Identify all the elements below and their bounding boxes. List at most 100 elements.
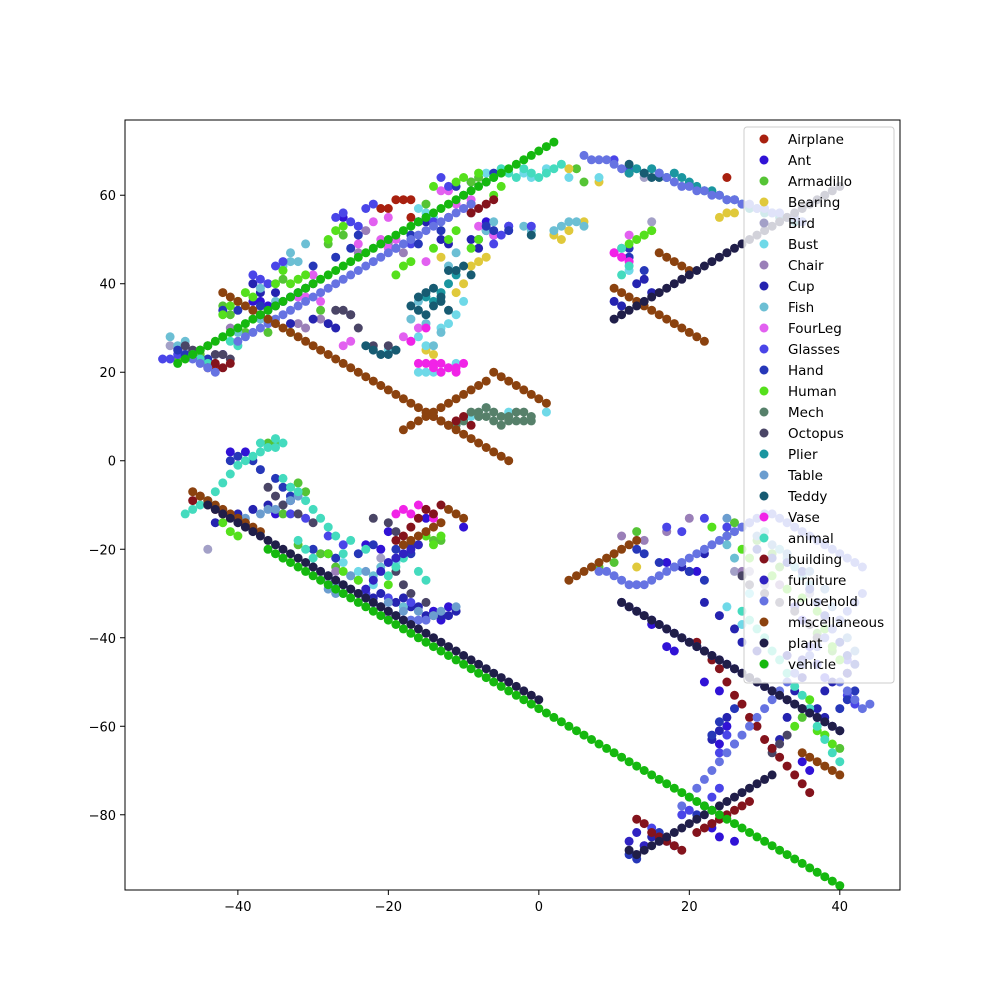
- data-point: [383, 606, 393, 616]
- data-point: [707, 792, 717, 802]
- data-point: [271, 549, 280, 559]
- data-point: [346, 310, 356, 320]
- data-point: [293, 509, 303, 519]
- data-point: [406, 195, 416, 205]
- data-point: [308, 553, 318, 563]
- data-point: [278, 553, 288, 563]
- data-point: [255, 447, 265, 457]
- data-point: [308, 504, 318, 514]
- data-point: [594, 566, 604, 576]
- legend-label: furniture: [788, 573, 846, 589]
- data-point: [293, 301, 303, 311]
- data-point: [421, 358, 431, 368]
- data-point: [218, 478, 228, 488]
- data-point: [376, 252, 386, 262]
- legend-marker: [759, 302, 769, 312]
- data-point: [331, 266, 341, 275]
- legend-label: Human: [788, 384, 837, 400]
- data-point: [737, 823, 747, 833]
- legend-label: Vase: [788, 510, 820, 526]
- data-point: [790, 681, 800, 691]
- data-point: [654, 168, 664, 178]
- data-point: [722, 248, 732, 258]
- data-point: [406, 314, 416, 324]
- data-point: [481, 664, 491, 674]
- data-point: [669, 257, 679, 267]
- data-point: [654, 774, 664, 784]
- data-point: [195, 345, 205, 355]
- data-point: [699, 823, 709, 833]
- data-point: [451, 509, 461, 519]
- legend-marker: [759, 323, 769, 333]
- data-point: [451, 310, 461, 320]
- data-point: [639, 580, 649, 590]
- data-point: [805, 766, 815, 775]
- y-tick-label: −20: [89, 543, 116, 558]
- data-point: [346, 584, 356, 594]
- data-point: [617, 752, 627, 762]
- data-point: [346, 257, 356, 267]
- data-point: [609, 549, 619, 559]
- data-point: [722, 173, 732, 182]
- data-point: [797, 748, 807, 758]
- data-point: [338, 580, 348, 590]
- legend-label: building: [788, 552, 842, 568]
- data-point: [368, 597, 378, 607]
- data-point: [165, 341, 175, 351]
- data-point: [730, 805, 739, 815]
- data-point: [496, 451, 506, 461]
- data-point: [316, 274, 326, 284]
- data-point: [391, 230, 401, 240]
- data-point: [481, 168, 491, 178]
- data-point: [240, 447, 250, 457]
- data-point: [436, 186, 446, 196]
- data-point: [286, 549, 295, 559]
- data-point: [203, 341, 213, 351]
- data-point: [436, 204, 446, 213]
- legend-label: Chair: [788, 258, 824, 274]
- data-point: [669, 783, 679, 793]
- data-point: [203, 500, 213, 510]
- y-tick-label: −80: [89, 809, 116, 824]
- data-point: [323, 571, 333, 581]
- data-point: [466, 177, 476, 187]
- data-point: [391, 535, 401, 545]
- data-point: [429, 221, 438, 231]
- legend-label: Airplane: [788, 132, 844, 148]
- data-point: [489, 239, 499, 249]
- data-point: [662, 642, 672, 652]
- data-point: [669, 562, 679, 572]
- data-point: [391, 509, 401, 519]
- data-point: [511, 159, 521, 169]
- data-point: [429, 611, 438, 621]
- legend-marker: [759, 617, 769, 627]
- legend-label: Bearing: [788, 195, 840, 211]
- data-point: [692, 186, 702, 196]
- data-point: [842, 695, 852, 705]
- data-point: [195, 491, 205, 501]
- data-point: [233, 460, 243, 470]
- data-point: [511, 407, 521, 417]
- data-point: [451, 646, 461, 656]
- data-point: [624, 580, 634, 590]
- data-point: [225, 292, 235, 302]
- data-point: [519, 385, 529, 395]
- data-point: [572, 726, 581, 736]
- data-point: [459, 389, 469, 399]
- data-point: [413, 540, 423, 550]
- data-point: [684, 819, 694, 829]
- data-point: [722, 748, 732, 758]
- data-point: [466, 407, 476, 417]
- data-point: [421, 367, 431, 377]
- data-point: [481, 376, 491, 386]
- data-point: [338, 549, 348, 559]
- data-point: [436, 358, 446, 368]
- data-point: [210, 336, 220, 346]
- data-point: [812, 712, 822, 722]
- data-point: [489, 226, 499, 236]
- data-point: [805, 708, 815, 718]
- data-point: [767, 770, 777, 780]
- legend-marker: [759, 155, 769, 165]
- data-point: [368, 257, 378, 267]
- data-point: [346, 571, 356, 581]
